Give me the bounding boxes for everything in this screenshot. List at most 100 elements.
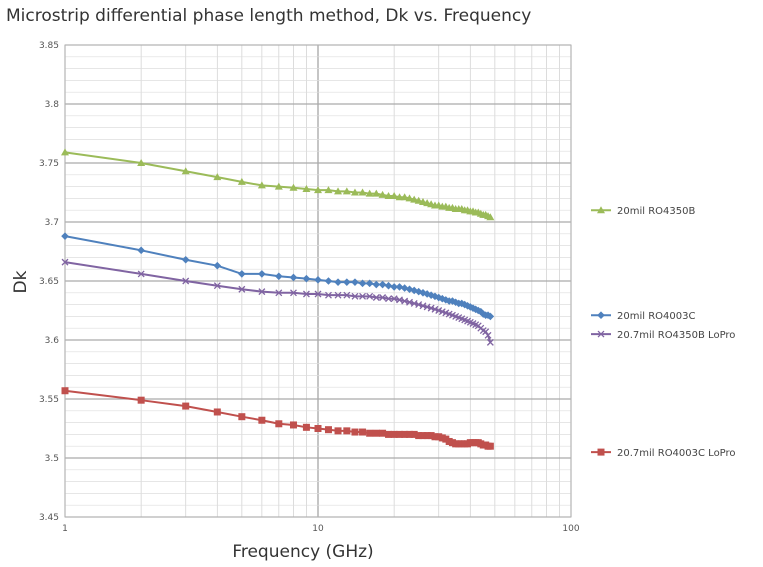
data-point: [275, 272, 283, 281]
legend: 20mil RO4350B 20mil RO4003C 20.7mil RO4350…: [591, 206, 736, 459]
data-point: [395, 193, 404, 201]
y-tick-label: 3.5: [45, 454, 59, 464]
legend-label: 20mil RO4350B: [617, 206, 695, 217]
data-point: [390, 295, 398, 303]
legend-label: 20.7mil RO4350B LoPro: [617, 330, 735, 341]
data-point: [302, 423, 310, 431]
data-point: [451, 298, 460, 307]
series-layer: [61, 148, 495, 450]
data-point: [434, 293, 443, 302]
data-point: [366, 292, 374, 300]
data-point: [237, 177, 246, 185]
data-point: [137, 270, 145, 278]
data-point: [365, 279, 374, 288]
data-point: [365, 189, 374, 197]
data-point: [334, 427, 342, 435]
data-point: [427, 432, 435, 440]
y-tick-label: 3.55: [39, 395, 59, 405]
chart-title: Microstrip differential phase length met…: [6, 6, 532, 26]
data-point: [486, 442, 494, 450]
data-point: [384, 192, 393, 200]
data-point: [431, 292, 439, 301]
data-point: [302, 184, 311, 192]
data-point: [401, 430, 409, 438]
data-point: [482, 328, 490, 336]
data-point: [385, 295, 392, 303]
data-point: [181, 255, 190, 264]
data-point: [406, 430, 414, 438]
legend-swatch-marker: [597, 311, 605, 320]
data-point: [238, 413, 246, 421]
series-4: [61, 387, 494, 450]
data-point: [351, 278, 359, 286]
data-point: [324, 426, 332, 434]
data-point: [258, 288, 266, 296]
data-point: [395, 283, 404, 291]
y-axis-title: Dk: [11, 270, 31, 293]
data-point: [334, 291, 342, 299]
data-point: [400, 193, 409, 201]
data-point: [423, 303, 431, 311]
data-point: [182, 277, 190, 285]
data-point: [400, 284, 409, 292]
data-point: [419, 302, 427, 310]
y-tick-label: 3.85: [39, 41, 59, 51]
data-point: [372, 429, 380, 437]
data-point: [275, 289, 283, 297]
data-point: [289, 183, 298, 191]
legend-item: 20.7mil RO4003C LoPro: [591, 448, 736, 459]
data-point: [334, 278, 342, 286]
data-point: [378, 190, 387, 198]
data-point: [385, 430, 393, 438]
data-point: [289, 421, 297, 429]
data-point: [61, 232, 69, 240]
data-point: [486, 213, 495, 221]
series-2: [61, 232, 495, 321]
y-tick-label: 3.65: [39, 277, 59, 287]
data-point: [61, 258, 69, 266]
legend-label: 20mil RO4003C: [617, 311, 695, 322]
data-point: [137, 159, 146, 166]
data-point: [410, 430, 418, 438]
data-point: [290, 289, 297, 297]
data-point: [366, 429, 374, 437]
series-3: [61, 258, 494, 346]
legend-swatch-marker: [597, 330, 605, 338]
data-point: [213, 261, 222, 270]
data-point: [431, 433, 439, 441]
x-tick-label: 100: [562, 524, 579, 534]
data-point: [302, 274, 311, 283]
y-tick-label: 3.6: [45, 336, 60, 346]
data-point: [372, 280, 381, 289]
data-point: [359, 428, 367, 436]
data-point: [351, 292, 359, 300]
y-tick-label: 3.45: [39, 513, 59, 523]
data-point: [257, 181, 266, 189]
data-point: [415, 432, 423, 440]
data-point: [463, 301, 472, 310]
data-point: [182, 402, 190, 410]
data-point: [384, 281, 393, 290]
legend-swatch-marker: [597, 448, 605, 456]
data-point: [414, 287, 423, 296]
data-point: [258, 270, 266, 278]
data-point: [372, 189, 381, 197]
data-point: [469, 304, 477, 312]
data-point: [423, 432, 431, 440]
data-point: [358, 188, 367, 196]
data-point: [396, 430, 404, 438]
legend-item: 20mil RO4350B: [591, 206, 695, 217]
data-point: [484, 331, 492, 339]
legend-label: 20.7mil RO4003C LoPro: [617, 448, 736, 459]
y-tick-label: 3.75: [39, 159, 59, 169]
data-point: [289, 273, 298, 282]
legend-item: 20.7mil RO4350B LoPro: [591, 330, 735, 341]
data-point: [410, 195, 419, 203]
data-point: [486, 338, 494, 346]
data-point: [61, 148, 69, 156]
data-point: [379, 294, 387, 301]
data-point: [137, 396, 145, 404]
data-point: [314, 290, 322, 298]
data-point: [213, 282, 221, 290]
